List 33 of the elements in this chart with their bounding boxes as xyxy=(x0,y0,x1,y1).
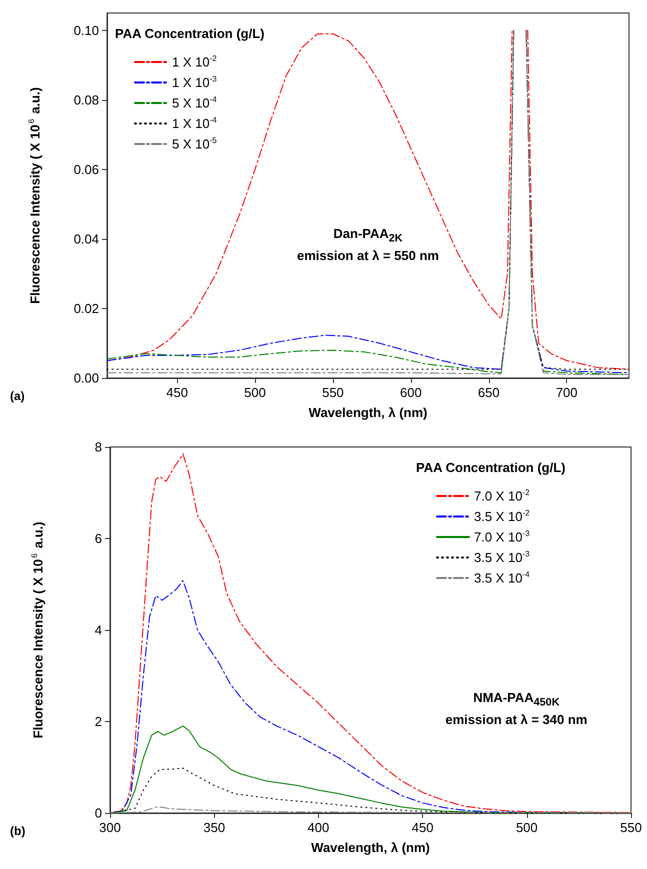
annotation: NMA-PAA$_{450K}$ emission at λ = 340 nm xyxy=(444,688,588,730)
x-tick-label: 450 xyxy=(412,820,434,835)
y-tick-label: 0 xyxy=(94,806,102,820)
y-tick-label: 4 xyxy=(94,622,102,638)
y-tick-label: 8 xyxy=(94,440,102,454)
x-tick-label: 500 xyxy=(244,385,266,400)
y-axis-title: Fluorescence Intensity ( X 106 a.u.) xyxy=(27,87,42,304)
x-axis-title: Wavelength, λ (nm) xyxy=(308,405,428,420)
y-tick-label: 2 xyxy=(94,714,102,729)
y-tick-label: 6 xyxy=(94,531,102,546)
y-tick-label: 0.04 xyxy=(74,231,99,246)
x-tick-label: 650 xyxy=(478,385,500,400)
x-tick-label: 350 xyxy=(203,820,226,835)
x-tick-label: 700 xyxy=(556,385,578,400)
legend-title: PAA Concentration (g/L) xyxy=(115,26,264,41)
x-tick-label: 600 xyxy=(400,385,422,400)
y-tick-label: 0.02 xyxy=(74,300,99,316)
y-axis-title: Fluorescence Intensity ( X 106 a.u.) xyxy=(30,522,46,738)
y-tick-label: 0.06 xyxy=(74,162,99,177)
x-tick-label: 450 xyxy=(166,385,188,400)
x-tick-label: 300 xyxy=(99,820,121,835)
x-tick-label: 500 xyxy=(516,820,538,835)
x-tick-label: 550 xyxy=(322,385,344,400)
x-axis-title: Wavelength, λ (nm) xyxy=(311,840,430,855)
y-tick-label: 0.10 xyxy=(74,22,99,38)
x-tick-label: 550 xyxy=(620,820,642,835)
annotation: Dan-PAA$_{2K}$ emission at λ = 550 nm xyxy=(296,224,440,266)
text: (a) xyxy=(10,389,25,403)
x-tick-label: 400 xyxy=(308,820,330,835)
y-tick-label: 0.00 xyxy=(74,370,99,386)
text: (b) xyxy=(10,824,26,838)
y-tick-label: 0.08 xyxy=(74,92,99,108)
legend-title: PAA Concentration (g/L) xyxy=(416,460,566,475)
